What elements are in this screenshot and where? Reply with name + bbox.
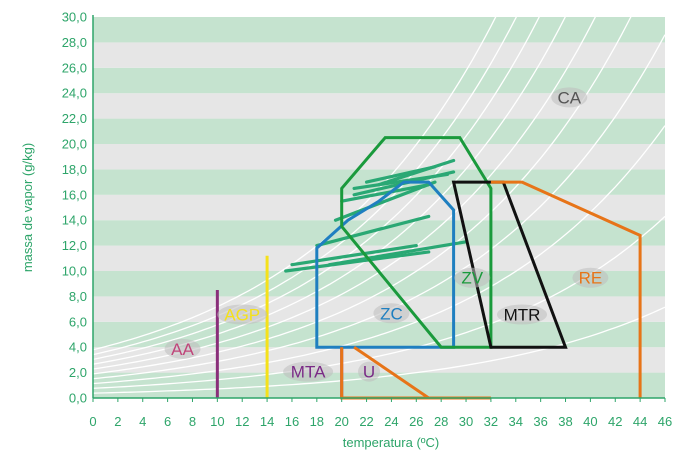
x-tick-label: 30 [459, 414, 473, 429]
x-tick-label: 26 [409, 414, 423, 429]
zone-label-re-halo [572, 267, 609, 288]
x-tick-label: 20 [334, 414, 348, 429]
mask-right [665, 0, 675, 455]
x-axis-title: temperatura (ºC) [343, 435, 440, 450]
x-tick-label: 0 [89, 414, 96, 429]
ventilation-line-6 [284, 250, 431, 273]
rh-curve-10 [92, 306, 666, 394]
y-tick-label: 4,0 [69, 340, 87, 355]
y-tick-label: 14,0 [62, 213, 87, 228]
y-tick-label: 24,0 [62, 86, 87, 101]
x-tick-label: 46 [658, 414, 672, 429]
ventilation-line-7 [290, 244, 418, 267]
zone-mtr [451, 180, 568, 349]
zone-label-mta: MTA [291, 363, 326, 382]
y-tick-label: 0,0 [69, 391, 87, 406]
x-tick-label: 38 [558, 414, 572, 429]
rh-curve-20 [92, 215, 666, 389]
zone-label-ca-halo [551, 87, 588, 108]
x-tick-label: 8 [189, 414, 196, 429]
y-tick-label: 30,0 [62, 10, 87, 25]
rh-curve-100 [92, 1, 504, 351]
zone-re [490, 180, 642, 398]
zone-label-u-halo [358, 361, 381, 382]
x-tick-label: 36 [533, 414, 547, 429]
band-4 [93, 271, 665, 297]
rh-curve-90 [92, 0, 526, 356]
y-tick-label: 2,0 [69, 365, 87, 380]
y-axis-title: massa de vapor (g/kg) [20, 143, 35, 272]
x-tick-label: 2 [114, 414, 121, 429]
y-tick-label: 10,0 [62, 264, 87, 279]
rh-curve-50 [92, 0, 640, 375]
x-tick-label: 44 [633, 414, 647, 429]
x-tick-label: 42 [608, 414, 622, 429]
x-tick-label: 4 [139, 414, 146, 429]
zone-label-ca: CA [557, 88, 581, 107]
zone-zv [340, 136, 493, 349]
x-tick-label: 16 [285, 414, 299, 429]
zone-label-re: RE [579, 269, 603, 288]
zone-label-zv: ZV [461, 269, 483, 288]
zone-label-aa: AA [171, 340, 194, 359]
x-tick-label: 22 [359, 414, 373, 429]
band-0 [93, 372, 665, 398]
y-tick-label: 6,0 [69, 314, 87, 329]
y-tick-label: 16,0 [62, 187, 87, 202]
band-6 [93, 220, 665, 246]
zone-label-mtr: MTR [504, 306, 541, 325]
zone-label-aa-halo [164, 338, 201, 359]
x-tick-label: 14 [260, 414, 274, 429]
x-tick-label: 24 [384, 414, 398, 429]
y-tick-label: 22,0 [62, 111, 87, 126]
ventilation-line-8 [333, 180, 437, 222]
band-9 [93, 144, 665, 170]
x-tick-label: 10 [210, 414, 224, 429]
x-tick-label: 18 [310, 414, 324, 429]
y-tick-label: 8,0 [69, 289, 87, 304]
y-tick-label: 12,0 [62, 238, 87, 253]
ventilation-line-3 [340, 183, 431, 203]
ventilation-line-4 [377, 158, 456, 187]
zone-label-agp-halo [217, 304, 268, 325]
mask-top [0, 0, 675, 17]
x-tick-label: 6 [164, 414, 171, 429]
x-tick-label: 12 [235, 414, 249, 429]
zone-label-mta-halo [283, 361, 334, 382]
zone-label-zc-halo [373, 303, 410, 324]
x-tick-label: 40 [583, 414, 597, 429]
zone-zc [315, 180, 456, 349]
y-tick-label: 20,0 [62, 137, 87, 152]
y-tick-label: 28,0 [62, 35, 87, 50]
y-tick-label: 26,0 [62, 60, 87, 75]
rh-curve-80 [92, 1, 548, 361]
band-10 [93, 118, 665, 144]
rh-curve-30 [92, 125, 666, 385]
x-tick-label: 32 [484, 414, 498, 429]
zone-label-zv-halo [454, 267, 491, 288]
x-tick-label: 34 [509, 414, 523, 429]
y-tick-label: 18,0 [62, 162, 87, 177]
band-7 [93, 194, 665, 221]
zone-label-mtr-halo [497, 304, 547, 325]
zone-label-agp: AGP [224, 306, 260, 325]
x-tick-label: 28 [434, 414, 448, 429]
zone-u [340, 345, 491, 400]
band-8 [93, 169, 665, 195]
zone-label-zc: ZC [380, 304, 403, 323]
band-14 [93, 17, 665, 43]
zone-label-u: U [363, 363, 375, 382]
ventilation-line-0 [315, 214, 431, 248]
